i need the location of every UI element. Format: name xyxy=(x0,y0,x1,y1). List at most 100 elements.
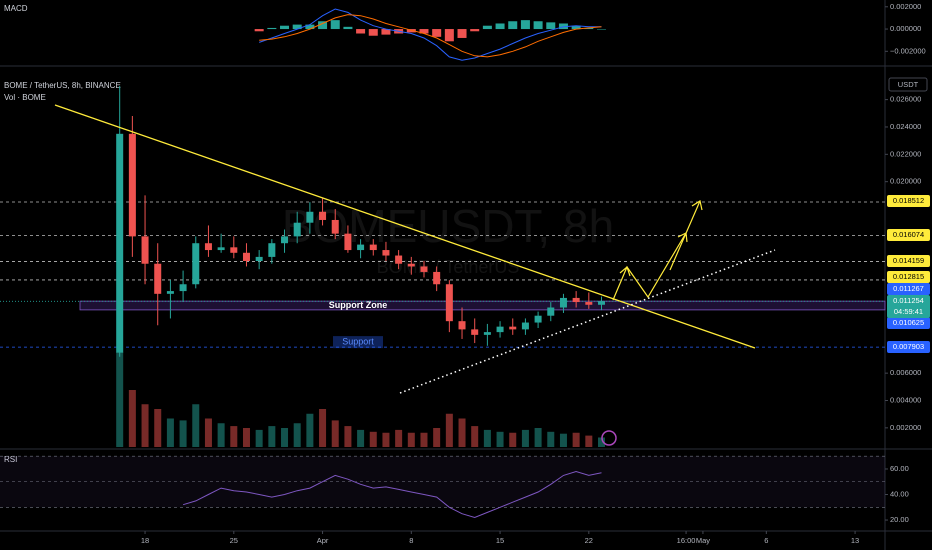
trend-line xyxy=(54,104,756,349)
macd-histogram-bar xyxy=(495,23,505,30)
macd-histogram-bar xyxy=(330,20,340,30)
volume-bar xyxy=(559,433,567,447)
candle-body xyxy=(597,301,605,305)
volume-bar xyxy=(154,409,162,447)
volume-bar xyxy=(585,435,593,447)
y-tick-label: 20.00 xyxy=(890,515,909,524)
macd-histogram-bar xyxy=(368,29,378,36)
indicator-line xyxy=(259,14,602,58)
volume-bar xyxy=(597,437,605,447)
y-tick-label: 0.006000 xyxy=(890,368,921,377)
macd-histogram-bar xyxy=(280,25,290,30)
y-tick-label: 0.004000 xyxy=(890,395,921,404)
y-tick-label: 0.020000 xyxy=(890,177,921,186)
volume-bar xyxy=(534,428,542,447)
macd-histogram-bar xyxy=(520,20,530,30)
rsi-band xyxy=(0,456,885,508)
x-tick-label: 25 xyxy=(230,536,238,545)
volume-bar xyxy=(179,420,187,447)
x-tick-label: 16:00 xyxy=(677,536,696,545)
support-trend-line xyxy=(399,249,776,394)
last-price-label: 0.011254 xyxy=(893,296,924,305)
volume-bar xyxy=(306,413,314,447)
macd-histogram-bar xyxy=(343,26,353,30)
indicator-line xyxy=(259,8,602,61)
macd-histogram-bar xyxy=(558,23,568,30)
candle-body xyxy=(306,211,314,223)
candle-body xyxy=(128,133,136,237)
volume-bar xyxy=(242,428,250,447)
support-label-bg xyxy=(333,336,383,349)
unit-box xyxy=(888,77,928,92)
support-zone xyxy=(79,300,886,311)
volume-bar xyxy=(217,423,225,447)
countdown-label: 04:59:41 xyxy=(894,307,923,316)
arrow-head xyxy=(619,265,631,277)
candle-body xyxy=(154,263,162,294)
price-tag xyxy=(887,283,930,295)
candle-body xyxy=(433,271,441,285)
macd-histogram-bar xyxy=(318,21,328,30)
volume-bar xyxy=(141,404,149,447)
volume-bar xyxy=(509,432,517,447)
volume-bar xyxy=(230,426,238,447)
candle-body xyxy=(509,326,517,330)
price-tag xyxy=(887,317,930,329)
candle-body xyxy=(192,243,200,285)
volume-bar xyxy=(192,404,200,447)
macd-histogram-bar xyxy=(406,29,416,33)
candle-body xyxy=(471,329,479,335)
price-tag-label: 0.011267 xyxy=(893,284,924,293)
projection-path xyxy=(612,232,687,301)
arrow-head xyxy=(691,200,703,211)
volume-bar xyxy=(483,429,491,447)
macd-histogram-bar xyxy=(356,29,366,34)
macd-title: MACD xyxy=(4,4,28,13)
candle-body xyxy=(293,222,301,237)
candle-body xyxy=(382,250,390,256)
candle-body xyxy=(559,297,567,308)
x-tick-label: Apr xyxy=(317,536,329,545)
candle-body xyxy=(331,219,339,234)
candle-body xyxy=(395,255,403,264)
candle-body xyxy=(116,133,124,353)
price-tag xyxy=(887,255,930,267)
volume-bar xyxy=(268,426,276,447)
candle-body xyxy=(242,252,250,261)
y-tick-label: 60.00 xyxy=(890,464,909,473)
volume-bar xyxy=(572,432,580,447)
macd-histogram-bar xyxy=(432,29,442,37)
macd-histogram-bar xyxy=(482,25,492,30)
last-price-tag xyxy=(887,295,930,318)
candle-body xyxy=(420,266,428,272)
price-tag-label: 0.012815 xyxy=(893,272,924,281)
volume-bar xyxy=(420,432,428,447)
macd-histogram-bar xyxy=(508,21,518,30)
x-tick-label: May xyxy=(696,536,710,545)
macd-histogram-bar xyxy=(305,24,315,30)
price-tag-label: 0.018512 xyxy=(893,196,924,205)
event-icon[interactable] xyxy=(601,430,617,446)
candle-body xyxy=(357,244,365,251)
macd-histogram-bar xyxy=(254,29,264,32)
volume-bar xyxy=(407,432,415,447)
candle-body xyxy=(344,233,352,251)
candle-body xyxy=(166,291,174,294)
x-tick-label: 15 xyxy=(496,536,504,545)
candle-body xyxy=(319,211,327,220)
y-tick-label: 0.002000 xyxy=(890,423,921,432)
macd-histogram-bar xyxy=(470,29,480,32)
candle-body xyxy=(204,243,212,251)
macd-histogram-bar xyxy=(267,27,277,30)
macd-histogram-bar xyxy=(584,27,594,30)
y-tick-label: 0.002000 xyxy=(890,2,921,11)
candle-body xyxy=(179,284,187,292)
y-tick-label: 40.00 xyxy=(890,489,909,498)
price-tag-label: 0.016074 xyxy=(893,230,924,239)
candle-body xyxy=(483,332,491,335)
volume-bar xyxy=(166,418,174,447)
volume-bar xyxy=(331,420,339,447)
projection-path xyxy=(669,200,701,271)
y-tick-label: 0.024000 xyxy=(890,122,921,131)
